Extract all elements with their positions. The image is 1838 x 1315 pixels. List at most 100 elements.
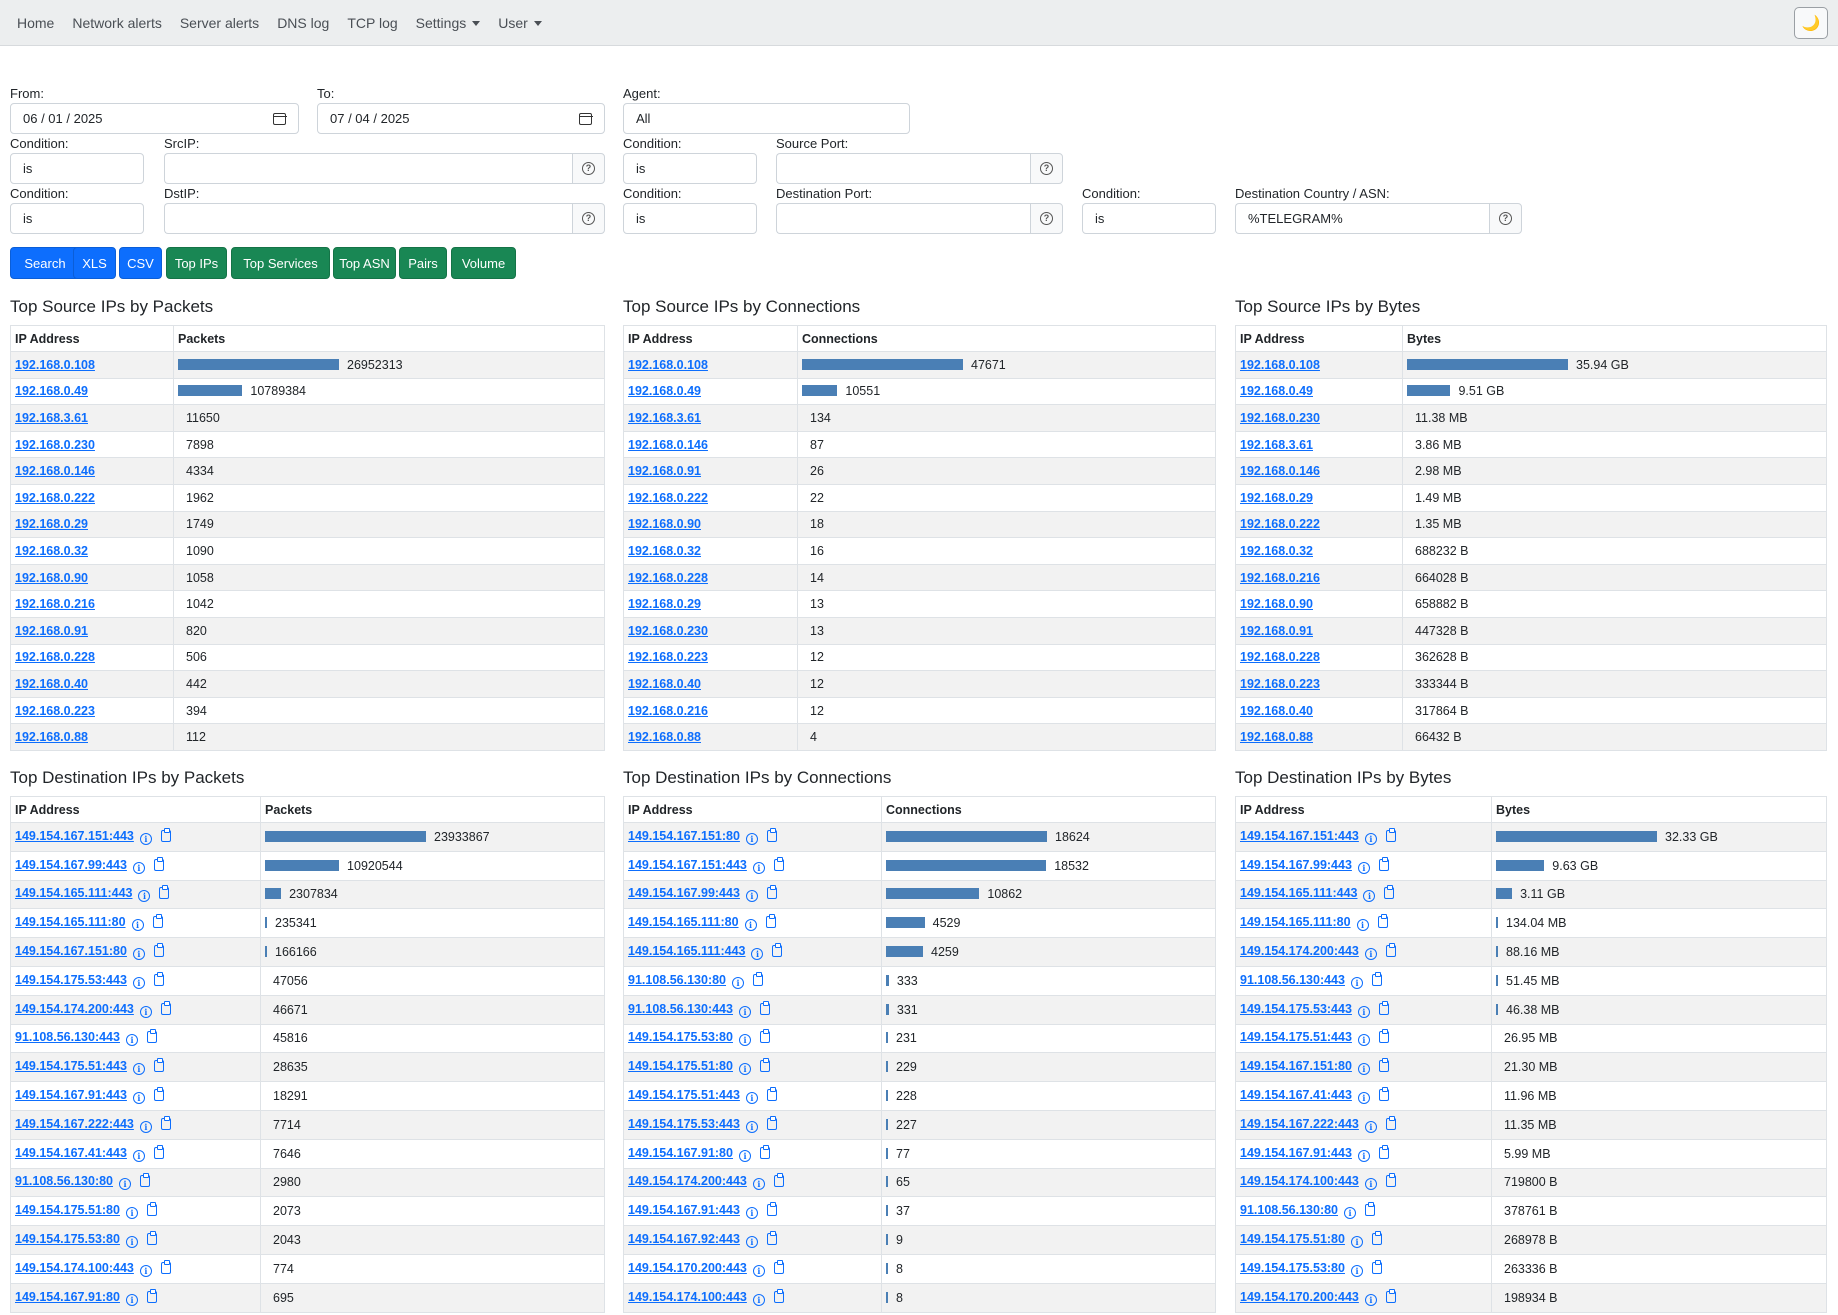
info-icon[interactable]: i bbox=[1350, 976, 1363, 989]
ip-link[interactable]: 149.154.165.111:443 bbox=[15, 886, 133, 901]
ip-link[interactable]: 192.168.0.49 bbox=[15, 384, 88, 399]
ip-link[interactable]: 149.154.167.151:443 bbox=[15, 828, 134, 843]
info-icon[interactable]: i bbox=[1357, 1034, 1370, 1047]
ip-link[interactable]: 192.168.0.91 bbox=[15, 623, 88, 638]
info-icon[interactable]: i bbox=[744, 919, 757, 932]
clipboard-icon[interactable] bbox=[1371, 1231, 1382, 1246]
volume-button[interactable]: Volume bbox=[451, 247, 516, 279]
top-services-button[interactable]: Top Services bbox=[231, 247, 330, 279]
info-icon[interactable]: i bbox=[738, 1034, 751, 1047]
clipboard-icon[interactable] bbox=[759, 1029, 770, 1044]
ip-link[interactable]: 192.168.0.29 bbox=[15, 517, 88, 532]
csv-button[interactable]: CSV bbox=[119, 247, 162, 279]
clipboard-icon[interactable] bbox=[160, 1000, 171, 1015]
info-icon[interactable]: i bbox=[119, 1178, 132, 1191]
from-date-input[interactable]: 06 / 01 / 2025 bbox=[10, 103, 299, 134]
theme-toggle-button[interactable]: 🌙 bbox=[1794, 7, 1828, 39]
clipboard-icon[interactable] bbox=[773, 1288, 784, 1303]
ip-link[interactable]: 192.168.0.90 bbox=[1240, 597, 1313, 612]
info-icon[interactable]: i bbox=[745, 1207, 758, 1220]
ip-link[interactable]: 192.168.0.108 bbox=[628, 357, 708, 372]
info-icon[interactable]: i bbox=[751, 948, 764, 961]
info-icon[interactable]: i bbox=[1364, 1120, 1377, 1133]
ip-link[interactable]: 192.168.0.223 bbox=[1240, 676, 1320, 691]
ip-link[interactable]: 192.168.0.32 bbox=[628, 543, 701, 558]
info-icon[interactable]: i bbox=[745, 832, 758, 845]
destination-port-help-button[interactable]: ? bbox=[1030, 203, 1063, 234]
clipboard-icon[interactable] bbox=[753, 971, 764, 986]
clipboard-icon[interactable] bbox=[146, 1029, 157, 1044]
ip-link[interactable]: 192.168.0.108 bbox=[1240, 357, 1320, 372]
ip-link[interactable]: 192.168.0.216 bbox=[15, 597, 95, 612]
nav-tcp-log[interactable]: TCP log bbox=[347, 14, 398, 31]
dstport-condition-select[interactable]: is bbox=[623, 203, 757, 234]
ip-link[interactable]: 149.154.175.51:443 bbox=[15, 1059, 127, 1074]
ip-link[interactable]: 192.168.0.88 bbox=[15, 730, 88, 745]
ip-link[interactable]: 149.154.165.111:443 bbox=[1240, 886, 1358, 901]
ip-link[interactable]: 149.154.165.111:80 bbox=[15, 915, 126, 930]
clipboard-icon[interactable] bbox=[765, 914, 776, 929]
info-icon[interactable]: i bbox=[139, 1264, 152, 1277]
ip-link[interactable]: 192.168.0.88 bbox=[628, 730, 701, 745]
clipboard-icon[interactable] bbox=[1385, 1173, 1396, 1188]
ip-link[interactable]: 192.168.0.40 bbox=[1240, 703, 1313, 718]
info-icon[interactable]: i bbox=[125, 1293, 138, 1306]
top-asn-button[interactable]: Top ASN bbox=[333, 247, 396, 279]
info-icon[interactable]: i bbox=[132, 976, 145, 989]
ip-link[interactable]: 192.168.0.146 bbox=[15, 464, 95, 479]
info-icon[interactable]: i bbox=[1357, 1005, 1370, 1018]
ip-link[interactable]: 192.168.0.146 bbox=[1240, 464, 1320, 479]
clipboard-icon[interactable] bbox=[766, 1087, 777, 1102]
ip-link[interactable]: 149.154.174.200:443 bbox=[1240, 944, 1359, 959]
ip-link[interactable]: 192.168.0.32 bbox=[1240, 543, 1313, 558]
info-icon[interactable]: i bbox=[131, 919, 144, 932]
ip-link[interactable]: 149.154.167.151:443 bbox=[1240, 828, 1359, 843]
info-icon[interactable]: i bbox=[738, 1149, 751, 1162]
clipboard-icon[interactable] bbox=[773, 1259, 784, 1274]
ip-link[interactable]: 192.168.0.91 bbox=[1240, 623, 1313, 638]
info-icon[interactable]: i bbox=[1364, 948, 1377, 961]
ip-link[interactable]: 192.168.3.61 bbox=[628, 410, 701, 425]
info-icon[interactable]: i bbox=[752, 1293, 765, 1306]
ip-link[interactable]: 149.154.175.51:80 bbox=[15, 1203, 120, 1218]
ip-link[interactable]: 149.154.174.100:443 bbox=[628, 1289, 747, 1304]
ip-link[interactable]: 192.168.0.32 bbox=[15, 543, 88, 558]
ip-link[interactable]: 149.154.175.53:443 bbox=[1240, 1001, 1352, 1016]
top-ips-button[interactable]: Top IPs bbox=[166, 247, 227, 279]
info-icon[interactable]: i bbox=[738, 1063, 751, 1076]
info-icon[interactable]: i bbox=[745, 1120, 758, 1133]
calendar-icon[interactable] bbox=[578, 112, 593, 125]
ip-link[interactable]: 149.154.167.41:443 bbox=[15, 1145, 127, 1160]
clipboard-icon[interactable] bbox=[153, 1087, 164, 1102]
clipboard-icon[interactable] bbox=[160, 1115, 171, 1130]
destination-country-input[interactable]: %TELEGRAM% bbox=[1235, 203, 1489, 234]
clipboard-icon[interactable] bbox=[759, 1058, 770, 1073]
ip-link[interactable]: 149.154.175.51:80 bbox=[1240, 1232, 1345, 1247]
info-icon[interactable]: i bbox=[132, 1063, 145, 1076]
ip-link[interactable]: 192.168.0.222 bbox=[1240, 517, 1320, 532]
clipboard-icon[interactable] bbox=[153, 1058, 164, 1073]
source-port-help-button[interactable]: ? bbox=[1030, 153, 1063, 184]
search-button[interactable]: Search bbox=[10, 247, 80, 279]
clipboard-icon[interactable] bbox=[766, 1115, 777, 1130]
clipboard-icon[interactable] bbox=[1371, 1259, 1382, 1274]
clipboard-icon[interactable] bbox=[1378, 1029, 1389, 1044]
info-icon[interactable]: i bbox=[132, 948, 145, 961]
clipboard-icon[interactable] bbox=[773, 1173, 784, 1188]
ip-link[interactable]: 149.154.167.222:443 bbox=[15, 1116, 134, 1131]
clipboard-icon[interactable] bbox=[153, 856, 164, 871]
ip-link[interactable]: 149.154.175.51:80 bbox=[628, 1059, 733, 1074]
ip-link[interactable]: 192.168.0.216 bbox=[628, 703, 708, 718]
ip-link[interactable]: 149.154.167.151:80 bbox=[628, 828, 740, 843]
clipboard-icon[interactable] bbox=[140, 1173, 151, 1188]
calendar-icon[interactable] bbox=[272, 112, 287, 125]
ip-link[interactable]: 149.154.174.200:443 bbox=[15, 1001, 134, 1016]
clipboard-icon[interactable] bbox=[160, 1259, 171, 1274]
agent-select[interactable]: All bbox=[623, 103, 910, 134]
info-icon[interactable]: i bbox=[132, 1092, 145, 1105]
ip-link[interactable]: 192.168.3.61 bbox=[1240, 437, 1313, 452]
info-icon[interactable]: i bbox=[1357, 1092, 1370, 1105]
ip-link[interactable]: 192.168.0.230 bbox=[628, 623, 708, 638]
ip-link[interactable]: 192.168.0.90 bbox=[15, 570, 88, 585]
clipboard-icon[interactable] bbox=[766, 885, 777, 900]
